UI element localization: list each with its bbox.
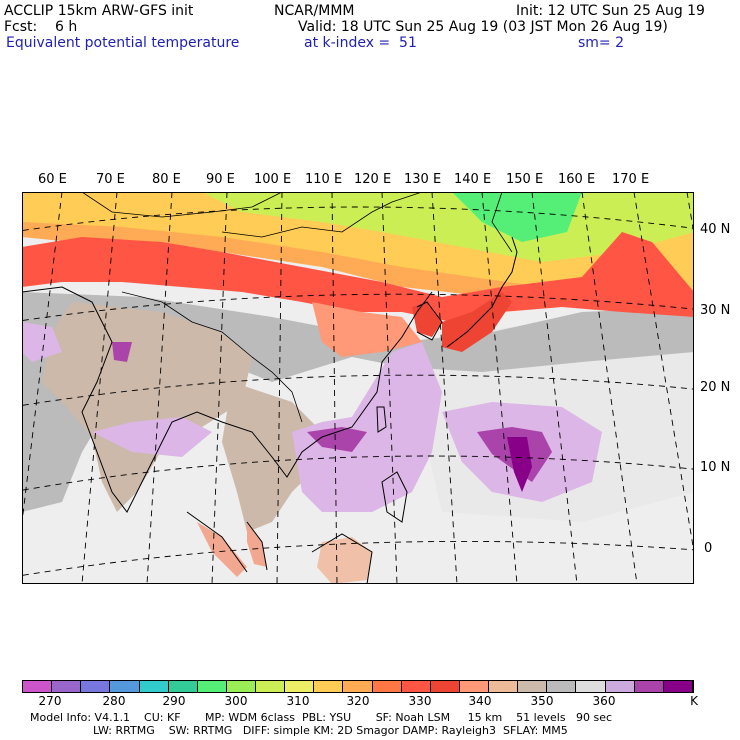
colorbar-tick: 300 [224,694,248,708]
colorbar-swatch [226,681,256,692]
field-name: Equivalent potential temperature [6,35,240,51]
colorbar-swatch [285,681,315,692]
colorbar [22,680,694,693]
colorbar-tick: 360 [592,694,616,708]
lon-label: 90 E [206,172,235,187]
lon-label: 170 E [612,172,650,187]
lon-label: 160 E [558,172,596,187]
colorbar-swatch [634,681,664,692]
colorbar-swatch [605,681,635,692]
colorbar-tick: 280 [102,694,126,708]
darkred-patch [412,302,442,337]
lat-label: 40 N [700,222,731,237]
colorbar-swatch [52,681,82,692]
latlon-grid [22,192,694,584]
colorbar-swatch [139,681,169,692]
colorbar-swatch [489,681,519,692]
colorbar-swatch [576,681,606,692]
init-time: Init: 12 UTC Sun 25 Aug 19 [516,3,705,19]
colorbar-swatch [256,681,286,692]
lavender-area [292,342,442,512]
lon-label: 60 E [38,172,67,187]
colorbar-swatch [197,681,227,692]
smoothing-label: sm= 2 [578,35,625,51]
land-salmon [317,537,372,584]
lat-label: 10 N [700,460,731,475]
green-area [452,192,582,242]
colorbar-swatch [314,681,344,692]
colorbar-tick: 270 [38,694,62,708]
lon-label: 110 E [305,172,343,187]
lat-label: 20 N [700,380,731,395]
colorbar-swatch [372,681,402,692]
lon-label: 140 E [454,172,492,187]
country-borders [81,192,513,423]
lon-label: 150 E [506,172,544,187]
colorbar-tick: 290 [162,694,186,708]
colorbar-swatch [168,681,198,692]
lat-label: 0 [704,541,713,556]
lavender-area [22,322,62,362]
colorbar-tick: 340 [468,694,492,708]
model-title: ACCLIP 15km ARW-GFS init [4,3,194,19]
colorbar-tick: 310 [286,694,310,708]
lon-label: 80 E [152,172,181,187]
darkpurple-area [507,437,532,492]
salmon-patch [312,302,422,357]
lon-label: 130 E [404,172,442,187]
forecast-hour: Fcst: 6 h [4,19,78,35]
land-salmon [197,522,247,577]
colorbar-swatch [518,681,548,692]
colorbar-swatch [430,681,460,692]
colorbar-tick: 320 [346,694,370,708]
center-label: NCAR/MMM [274,3,355,19]
purple-area [112,342,132,362]
colorbar-swatch [23,681,53,692]
map-frame [22,192,694,584]
colorbar-swatch [343,681,373,692]
land-salmon [247,522,267,567]
model-info-line2: LW: RRTMG SW: RRTMG DIFF: simple KM: 2D … [30,724,568,737]
colorbar-tick: 350 [530,694,554,708]
theta-e-map [22,192,694,584]
colorbar-swatch [547,681,577,692]
colorbar-swatch [401,681,431,692]
level-label: at k-index = 51 [304,35,417,51]
colorbar-swatch [81,681,111,692]
land-tan [42,302,252,512]
lon-label: 70 E [96,172,125,187]
colorbar-tick: 330 [408,694,432,708]
lavender-area [92,417,212,457]
purple-area [307,427,367,452]
lat-label: 30 N [700,303,731,318]
valid-time: Valid: 18 UTC Sun 25 Aug 19 (03 JST Mon … [298,19,668,35]
red-band [22,232,694,322]
colorbar-swatch [663,681,693,692]
colorbar-swatch [110,681,140,692]
colorbar-swatch [459,681,489,692]
lon-label: 100 E [254,172,292,187]
colorbar-unit: K [690,694,698,708]
model-info-line1: Model Info: V4.1.1 CU: KF MP: WDM 6class… [30,711,613,724]
lon-label: 120 E [354,172,392,187]
